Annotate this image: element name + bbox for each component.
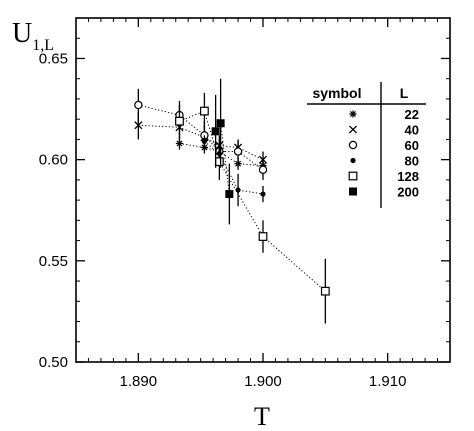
legend-row: 128	[348, 169, 419, 184]
data-point	[214, 157, 224, 167]
series-L80	[201, 135, 266, 207]
legend-marker	[349, 110, 357, 118]
ticks: 1.890 1.900 1.910 0.50 0.55 0.60 0.65	[39, 18, 450, 390]
data-point	[200, 106, 209, 116]
data-point	[211, 127, 220, 136]
series-line	[204, 141, 264, 195]
series-layer	[134, 78, 330, 324]
legend-label: 22	[405, 107, 419, 122]
data-point	[216, 119, 225, 128]
series-line	[138, 104, 264, 171]
legend-marker	[348, 171, 358, 181]
legend-row: 40	[348, 123, 419, 138]
data-point	[258, 232, 268, 241]
data-point	[260, 191, 266, 197]
data-point	[134, 121, 143, 130]
x-axis-label: T	[254, 402, 270, 431]
x-tick-label: 1.890	[120, 373, 158, 390]
data-point	[258, 165, 268, 174]
series-L60	[134, 88, 268, 180]
legend-label: 60	[405, 138, 419, 153]
data-point	[201, 138, 208, 145]
series-line	[179, 110, 326, 292]
legend-header-L: L	[400, 85, 409, 101]
series-L200	[211, 78, 234, 225]
data-point	[233, 147, 243, 156]
y-axis-label-subscript: 1,L	[32, 37, 54, 54]
legend-header-symbol: symbol	[312, 85, 361, 101]
legend-label: 40	[405, 123, 419, 138]
data-point	[235, 187, 241, 193]
legend-marker	[348, 125, 358, 134]
legend-row: 22	[349, 107, 419, 122]
legend-row: 200	[349, 185, 419, 200]
x-tick-label: 1.910	[369, 373, 407, 390]
series-L128	[175, 92, 330, 324]
series-line	[138, 124, 264, 161]
y-axis-label-main: U	[12, 18, 32, 49]
legend-marker	[349, 187, 357, 196]
legend-row: 80	[350, 154, 419, 169]
y-tick-label: 0.50	[39, 354, 68, 371]
data-point	[134, 100, 143, 110]
legend-label: 80	[405, 154, 419, 169]
y-tick-label: 0.55	[39, 253, 68, 270]
series-L40	[134, 111, 268, 168]
y-tick-label: 0.60	[39, 152, 68, 169]
y-tick-label: 0.65	[39, 50, 68, 67]
legend-row: 60	[348, 138, 419, 153]
data-point	[175, 116, 184, 126]
data-point	[234, 160, 242, 168]
x-tick-label: 1.900	[244, 373, 282, 390]
legend-marker	[348, 140, 358, 150]
y-axis-label: U1,L	[12, 18, 54, 54]
data-point	[225, 190, 234, 199]
legend-marker	[350, 157, 356, 164]
legend-label: 128	[397, 169, 419, 184]
data-point	[175, 139, 184, 148]
data-point	[320, 286, 330, 296]
legend-label: 200	[397, 185, 419, 200]
